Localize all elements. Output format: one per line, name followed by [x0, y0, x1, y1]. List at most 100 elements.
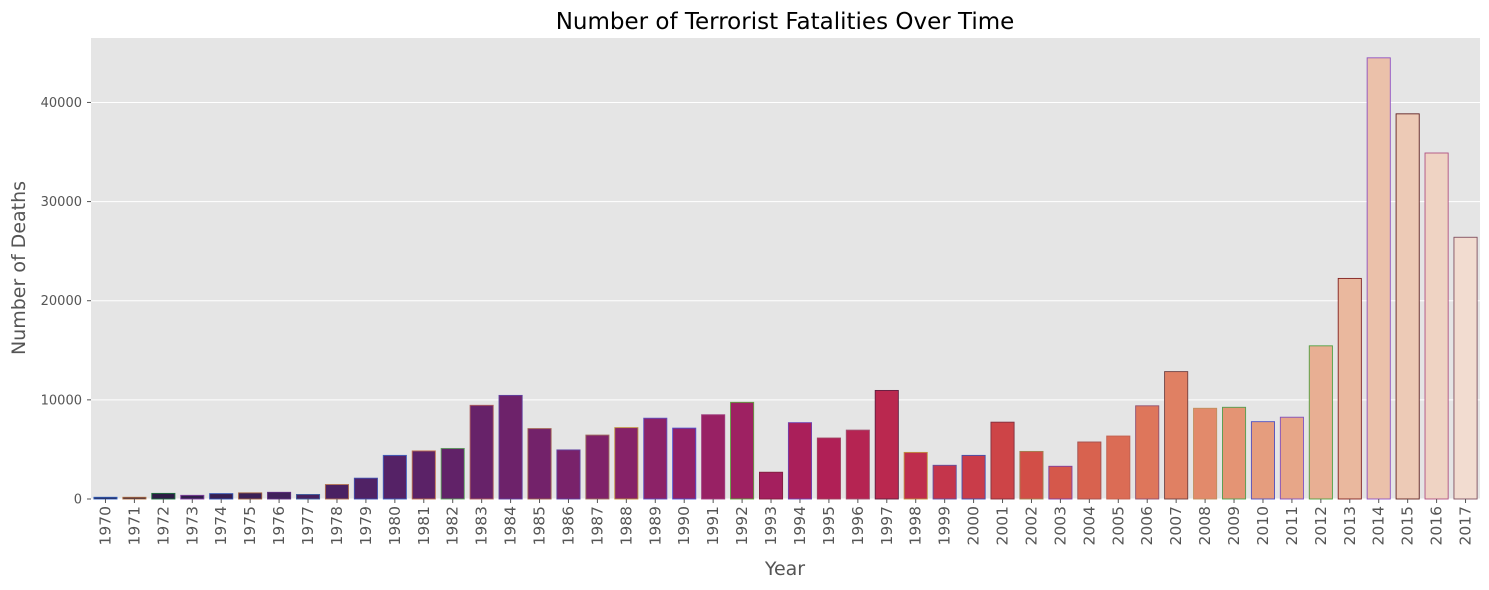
bar-1979	[353, 477, 378, 500]
x-tick-label: 2011	[1283, 506, 1301, 545]
bar-1986	[556, 449, 581, 500]
bar-1991	[701, 414, 726, 500]
x-axis-label: Year	[764, 558, 805, 580]
x-tick-label: 1973	[183, 506, 201, 545]
x-tick-label: 2009	[1225, 506, 1243, 545]
x-tick-label: 1972	[154, 506, 172, 545]
x-tick-label: 2001	[994, 506, 1012, 545]
bar-1995	[816, 437, 841, 500]
x-tick-label: 2016	[1428, 506, 1446, 545]
bar-1996	[845, 429, 870, 500]
x-tick-label: 2017	[1457, 506, 1475, 545]
bar-1973	[180, 494, 205, 500]
bar-1999	[932, 464, 957, 500]
x-tick-label: 1991	[704, 506, 722, 545]
x-tick-label: 1988	[617, 506, 635, 545]
y-tick-label: 0	[74, 493, 82, 508]
x-tick-label: 2006	[1138, 506, 1156, 545]
bar-1997	[874, 389, 899, 500]
bars	[93, 57, 1478, 500]
bar-1989	[643, 417, 668, 500]
x-tick-label: 1978	[328, 506, 346, 545]
x-tick-label: 2002	[1022, 506, 1040, 545]
bar-2001	[990, 421, 1015, 500]
bar-2015	[1395, 113, 1420, 500]
x-tick-label: 1997	[878, 506, 896, 545]
x-tick-label: 1976	[270, 506, 288, 545]
bar-1988	[614, 427, 639, 500]
x-tick-label: 1995	[820, 506, 838, 545]
bar-1987	[585, 434, 610, 500]
x-tick-label: 1982	[444, 506, 462, 545]
plot-background	[91, 38, 1480, 499]
gridlines	[91, 101, 1480, 500]
x-tick-label: 2013	[1341, 506, 1359, 545]
bar-1980	[382, 454, 407, 500]
bar-2005	[1106, 435, 1131, 500]
bar-2000	[961, 454, 986, 500]
x-tick-label: 2004	[1080, 506, 1098, 545]
bar-1982	[440, 447, 465, 500]
bar-1983	[469, 404, 494, 500]
bar-1985	[527, 428, 552, 500]
x-tick-label: 1999	[936, 506, 954, 545]
bar-2011	[1279, 416, 1304, 500]
x-tick-label: 1979	[357, 506, 375, 545]
bar-2007	[1164, 371, 1189, 500]
x-tick-label: 2000	[965, 506, 983, 545]
x-tick-label: 1980	[386, 506, 404, 545]
x-tick-label: 1987	[588, 506, 606, 545]
x-tick-label: 1971	[125, 506, 143, 545]
bar-1975	[238, 492, 263, 500]
y-tick-label: 40000	[41, 96, 82, 111]
bar-1970	[93, 496, 118, 500]
bar-1974	[209, 493, 234, 500]
bar-2012	[1308, 345, 1333, 500]
y-tick-label: 30000	[41, 195, 82, 210]
chart-title: Number of Terrorist Fatalities Over Time	[556, 9, 1015, 35]
x-tick-label: 2007	[1167, 506, 1185, 545]
y-axis-label: Number of Deaths	[8, 181, 30, 355]
y-tick-label: 20000	[41, 294, 82, 309]
x-tick-label: 2014	[1370, 506, 1388, 545]
x-tick-label: 1984	[502, 506, 520, 545]
bar-1978	[324, 484, 349, 500]
bar-1984	[498, 394, 523, 500]
x-tick-label: 1981	[415, 506, 433, 545]
bar-2013	[1337, 277, 1362, 500]
x-tick-label: 2005	[1109, 506, 1127, 545]
x-tick-label: 1977	[299, 506, 317, 545]
x-tick-label: 1974	[212, 506, 230, 545]
x-tick-label: 1998	[907, 506, 925, 545]
bar-1990	[672, 427, 697, 500]
bar-2017	[1453, 236, 1478, 500]
bar-1977	[296, 494, 321, 500]
x-tick-label: 1993	[762, 506, 780, 545]
x-tick-label: 1994	[791, 506, 809, 545]
bar-1981	[411, 450, 436, 500]
bar-1993	[759, 471, 784, 500]
x-tick-label: 1992	[733, 506, 751, 545]
x-tick-label: 2010	[1254, 506, 1272, 545]
bar-2014	[1366, 57, 1391, 500]
bar-2009	[1222, 406, 1247, 500]
x-tick-label: 1983	[473, 506, 491, 545]
bar-2004	[1077, 441, 1102, 500]
y-axis: 0 10000 20000 30000 40000	[41, 96, 91, 508]
x-tick-label: 1975	[241, 506, 259, 545]
x-tick-label: 1986	[559, 506, 577, 545]
bar-1992	[730, 401, 755, 500]
bar-1994	[787, 422, 812, 500]
x-tick-label: 1985	[531, 506, 549, 545]
x-tick-label: 2012	[1312, 506, 1330, 545]
x-tick-label: 2008	[1196, 506, 1214, 545]
bar-2016	[1424, 152, 1449, 500]
bar-2006	[1135, 405, 1160, 500]
bar-1972	[151, 492, 176, 500]
x-axis: 1970 1971 1972 1973 1974 1975 1976 1977 1978 1979…	[96, 499, 1475, 545]
x-tick-label: 1996	[849, 506, 867, 545]
x-tick-label: 1990	[675, 506, 693, 545]
x-tick-label: 2015	[1399, 506, 1417, 545]
